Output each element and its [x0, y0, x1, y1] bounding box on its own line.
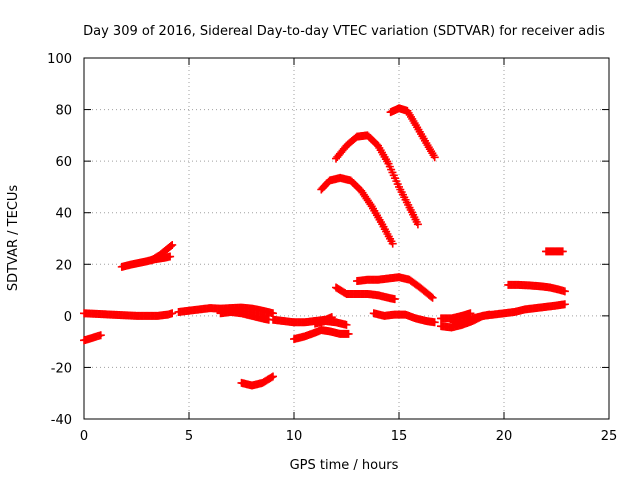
series-arc-s [449, 310, 494, 328]
data-point-marker [428, 293, 437, 302]
series-arc-g [237, 372, 277, 390]
series-arc-m [332, 283, 399, 304]
series-arc-j [311, 317, 351, 329]
y-tick-label: 60 [55, 155, 72, 170]
x-tick-label: 20 [496, 429, 513, 444]
y-tick-label: 20 [55, 258, 72, 273]
x-tick-label: 0 [80, 429, 88, 444]
x-axis-label: GPS time / hours [290, 458, 399, 473]
grid [84, 58, 609, 419]
data-point-marker [560, 300, 569, 309]
series-arc-b [80, 309, 177, 320]
data-point-marker [413, 220, 422, 229]
data-point-marker [430, 318, 439, 327]
x-tick-label: 10 [286, 429, 303, 444]
data-point-marker [166, 241, 175, 250]
data-point-marker [168, 240, 177, 249]
y-tick-label: 0 [64, 310, 72, 325]
series-arc-t [504, 280, 569, 296]
data-point-marker [485, 310, 494, 319]
x-tick-label: 15 [391, 429, 408, 444]
series-arc-n [353, 273, 437, 302]
plot-frame [83, 57, 610, 420]
x-tick-label: 5 [185, 429, 193, 444]
y-axis-label: SDTVAR / TECUs [6, 185, 21, 292]
series-arc-i [290, 326, 353, 344]
series-arc-l [332, 131, 422, 229]
data-point-marker [560, 287, 569, 296]
data-point-marker [388, 239, 397, 248]
data-point-marker [344, 329, 353, 338]
data-point-marker [558, 247, 567, 256]
y-tick-label: -40 [51, 413, 72, 428]
data-point-marker [390, 295, 399, 304]
data-point-marker [430, 153, 439, 162]
series-arc-r [437, 309, 475, 323]
series-arc-p [369, 309, 439, 327]
series-arc-k [317, 173, 397, 248]
series-arc-o [386, 104, 439, 162]
y-tick-label: -20 [51, 361, 72, 376]
data-point-marker [96, 331, 105, 340]
series-arc-d [147, 240, 177, 265]
axis-ticks: 0 5 10 15 20 25 -40 -20 0 20 40 60 80 100 [47, 52, 617, 444]
data-point-marker [342, 320, 351, 329]
series-arc-u [542, 247, 567, 256]
series-arc-c [117, 252, 175, 271]
series-arc-a [80, 331, 105, 345]
chart-title: Day 309 of 2016, Sidereal Day-to-day VTE… [83, 24, 605, 39]
y-tick-label: 40 [55, 207, 72, 222]
data-point-marker [166, 252, 175, 261]
x-tick-label: 25 [601, 429, 618, 444]
data-point-marker [168, 309, 177, 318]
data-points [80, 104, 569, 390]
data-point-marker [269, 372, 277, 381]
y-tick-label: 100 [47, 52, 72, 67]
y-tick-label: 80 [55, 104, 72, 119]
data-point-marker [427, 292, 436, 301]
data-point-marker [267, 373, 276, 382]
